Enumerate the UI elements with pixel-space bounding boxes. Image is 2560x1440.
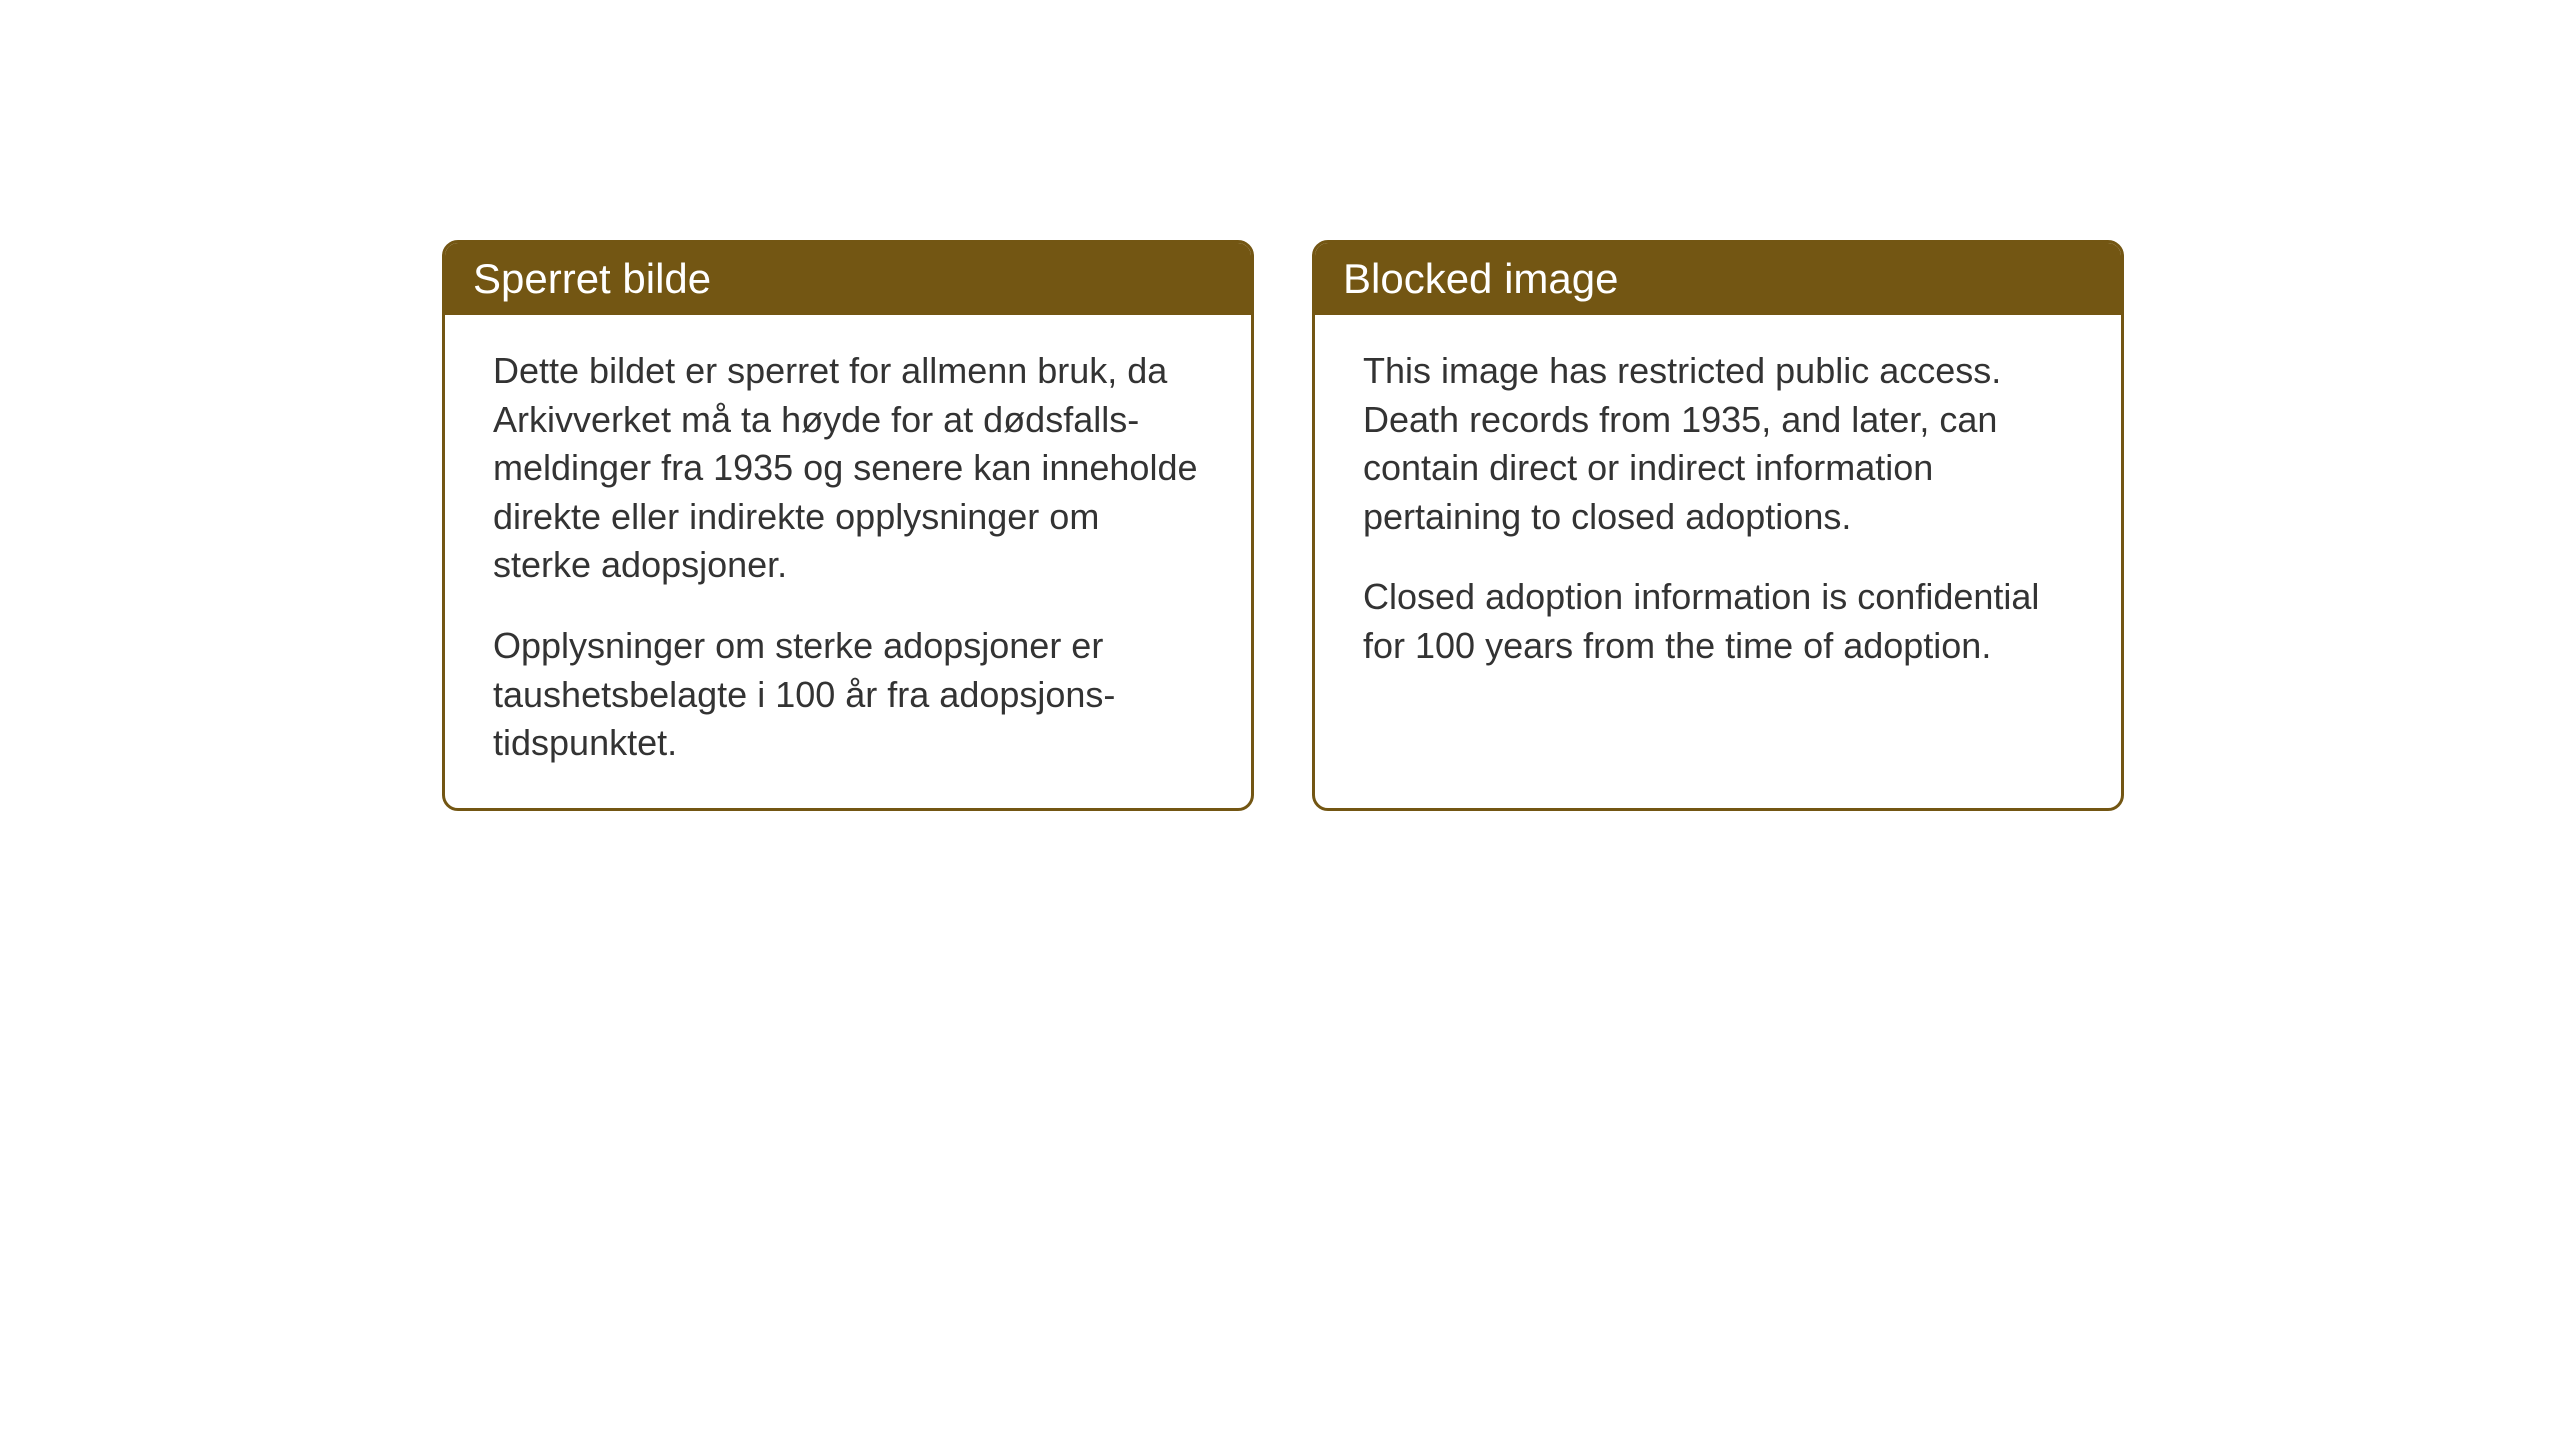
cards-container: Sperret bilde Dette bildet er sperret fo…	[442, 240, 2124, 811]
card-norwegian-paragraph-2: Opplysninger om sterke adopsjoner er tau…	[493, 622, 1203, 768]
card-norwegian: Sperret bilde Dette bildet er sperret fo…	[442, 240, 1254, 811]
card-english-paragraph-1: This image has restricted public access.…	[1363, 347, 2073, 541]
card-english-body: This image has restricted public access.…	[1315, 315, 2121, 711]
card-norwegian-body: Dette bildet er sperret for allmenn bruk…	[445, 315, 1251, 808]
card-english-title: Blocked image	[1343, 255, 1618, 302]
card-norwegian-header: Sperret bilde	[445, 243, 1251, 315]
card-english-paragraph-2: Closed adoption information is confident…	[1363, 573, 2073, 670]
card-norwegian-paragraph-1: Dette bildet er sperret for allmenn bruk…	[493, 347, 1203, 590]
card-english-header: Blocked image	[1315, 243, 2121, 315]
card-english: Blocked image This image has restricted …	[1312, 240, 2124, 811]
card-norwegian-title: Sperret bilde	[473, 255, 711, 302]
